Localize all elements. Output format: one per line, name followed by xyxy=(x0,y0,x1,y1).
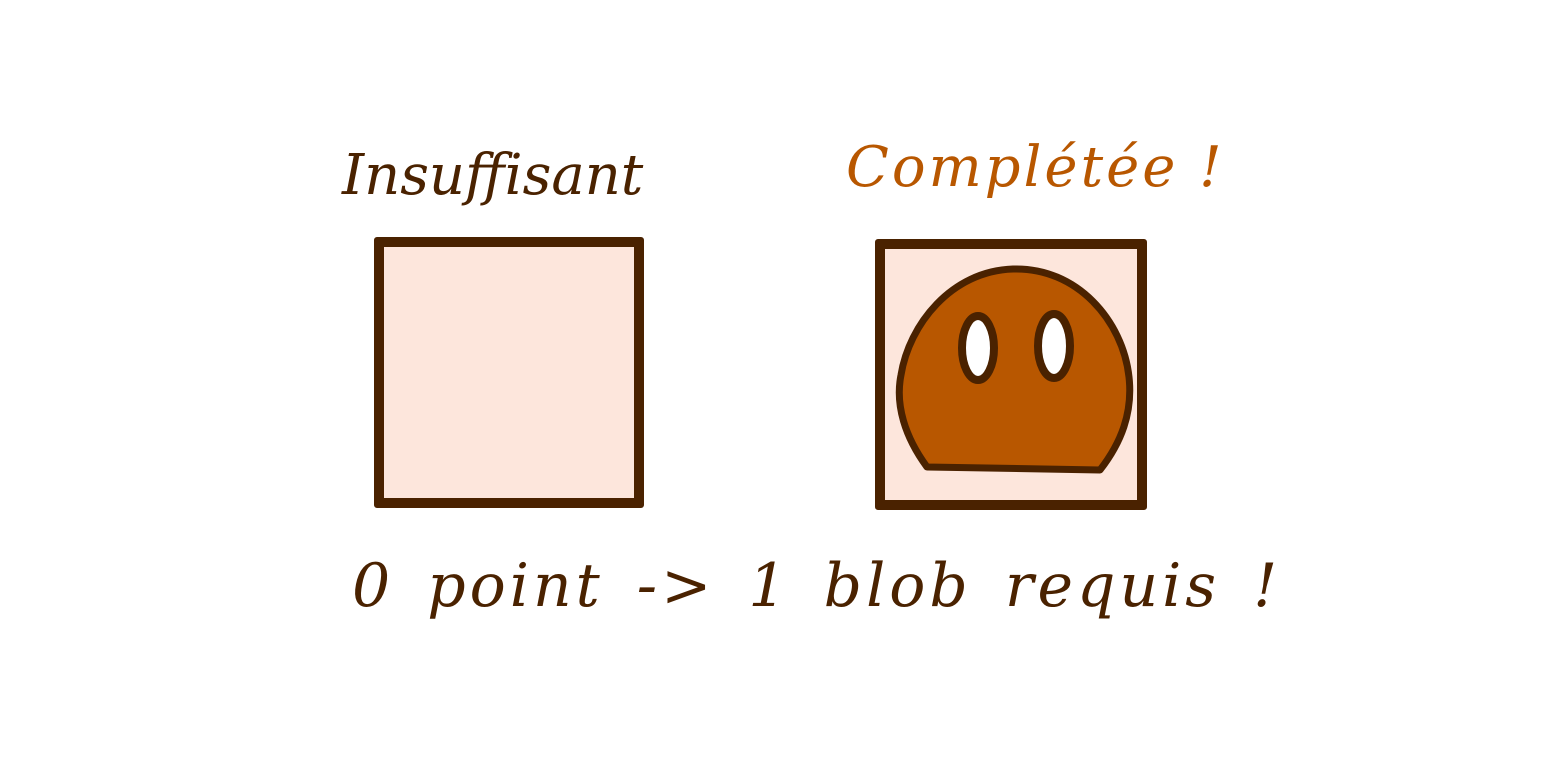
blob-icon xyxy=(895,265,1134,474)
blob-body xyxy=(895,265,1134,474)
requirement-text: 0 point -> 1 blob requis ! xyxy=(352,551,1282,621)
slot-label-completed: Complétée ! xyxy=(846,135,1225,200)
blob-right-eye xyxy=(1034,310,1074,382)
empty-slot-box xyxy=(374,237,644,508)
blob-left-eye xyxy=(958,312,998,384)
slot-label-insufficient: Insuffisant xyxy=(342,143,644,208)
